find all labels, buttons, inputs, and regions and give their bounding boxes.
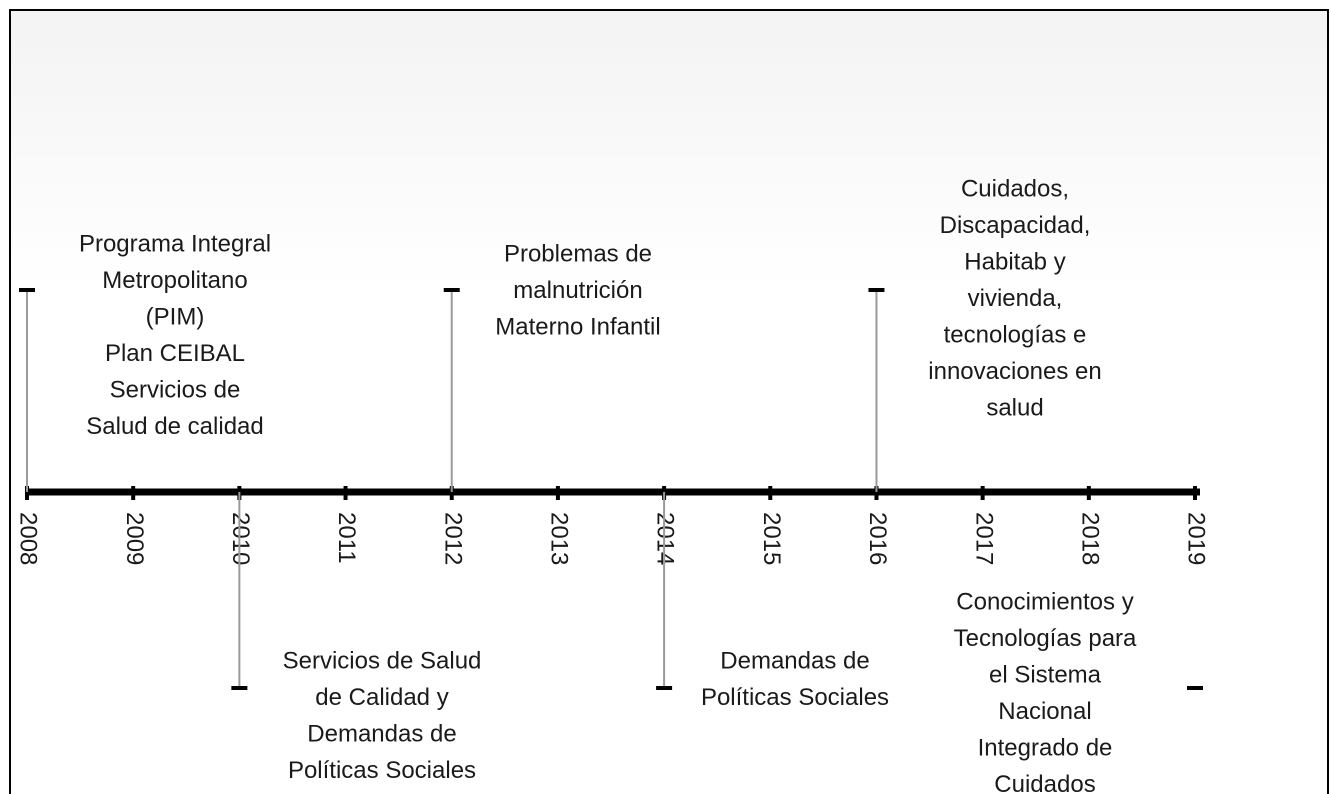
year-label: 2019 — [1183, 512, 1210, 565]
year-label: 2018 — [1076, 512, 1103, 565]
event-label: Cuidados — [994, 771, 1095, 794]
event-label: Integrado de — [978, 734, 1113, 761]
event-label: Materno Infantil — [495, 313, 660, 340]
event-label: vivienda, — [968, 285, 1063, 312]
year-label: 2014 — [652, 512, 679, 565]
event-label: Servicios de Salud — [283, 647, 482, 674]
event-label: de Calidad y — [315, 684, 448, 711]
event-label: (PIM) — [146, 303, 205, 330]
event-label: Habitab y — [964, 248, 1065, 275]
year-label: 2016 — [864, 512, 891, 565]
year-label: 2013 — [546, 512, 573, 565]
event-label: Plan CEIBAL — [105, 340, 245, 367]
year-label: 2015 — [758, 512, 785, 565]
event-label: tecnologías e — [944, 321, 1087, 348]
event-label: Servicios de — [110, 376, 241, 403]
event-label: Tecnologías para — [954, 625, 1137, 652]
event-label: innovaciones en — [928, 358, 1101, 385]
event-label: Cuidados, — [961, 175, 1069, 202]
year-label: 2011 — [333, 512, 360, 564]
frame — [9, 9, 1329, 794]
event-label: el Sistema — [989, 661, 1102, 688]
event-label: malnutrición — [513, 277, 642, 304]
year-label: 2010 — [227, 512, 254, 565]
year-label: 2008 — [15, 512, 42, 565]
event-label: salud — [986, 394, 1043, 421]
year-label: 2012 — [439, 512, 466, 565]
event-label: Salud de calidad — [86, 413, 263, 440]
year-label: 2009 — [121, 512, 148, 565]
event-label: Conocimientos y — [956, 588, 1133, 615]
event-label: Demandas de — [307, 720, 456, 747]
event-label: Demandas de — [720, 647, 869, 674]
event-label: Metropolitano — [102, 267, 247, 294]
event-label: Programa Integral — [79, 230, 271, 257]
event-label: Discapacidad, — [940, 212, 1091, 239]
year-label: 2017 — [970, 512, 997, 565]
event-label: Nacional — [998, 698, 1091, 725]
event-label: Políticas Sociales — [288, 757, 476, 784]
event-label: Políticas Sociales — [701, 684, 889, 711]
event-label: Problemas de — [504, 240, 652, 267]
